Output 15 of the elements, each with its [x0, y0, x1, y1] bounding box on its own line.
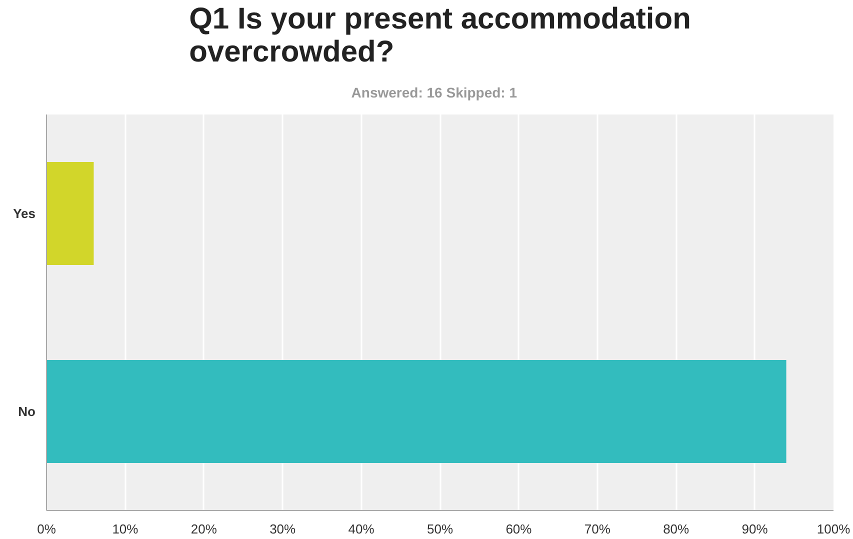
chart-title: Q1 Is your present accommodation overcrowded?	[189, 2, 691, 68]
x-tick-label: 10%	[112, 522, 139, 536]
y-tick-label: No	[18, 404, 36, 419]
chart-subtitle: Answered: 16 Skipped: 1	[351, 84, 518, 100]
x-tick-label: 80%	[663, 522, 690, 536]
x-tick-label: 30%	[270, 522, 296, 536]
y-tick-label: Yes	[13, 206, 36, 221]
x-tick-label: 20%	[190, 522, 218, 536]
x-tick-label: 60%	[506, 522, 532, 536]
x-tick-label: 0%	[37, 522, 56, 536]
x-tick-label: 100%	[816, 522, 851, 536]
x-tick-label: 70%	[584, 522, 611, 536]
x-tick-label: 40%	[348, 522, 375, 536]
x-tick-label: 50%	[426, 522, 454, 536]
x-tick-label: 90%	[742, 522, 768, 536]
